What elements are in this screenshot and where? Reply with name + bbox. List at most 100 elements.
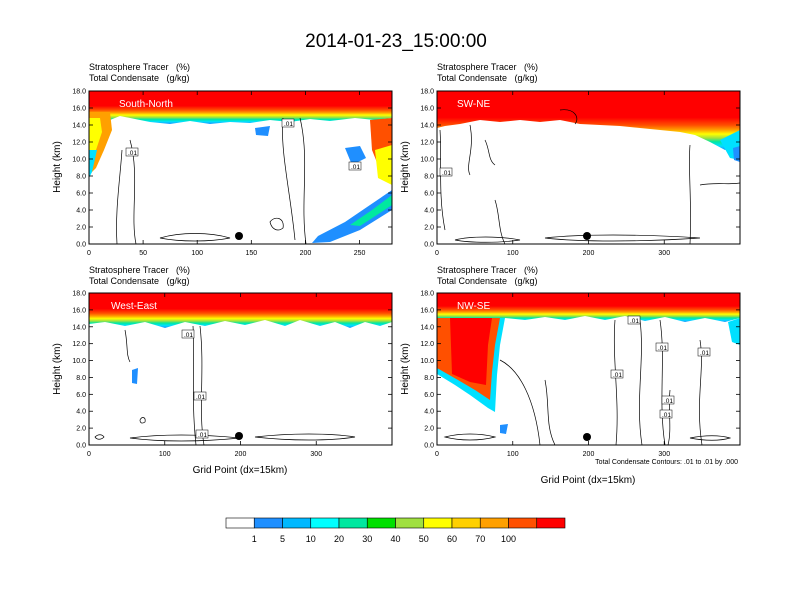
x-tick-label: 150 <box>245 250 257 257</box>
colorbar-label: 10 <box>306 534 316 544</box>
y-tick-label: 14.0 <box>420 324 434 331</box>
heatmap-nw-se <box>437 293 740 445</box>
y-tick-label: 16.0 <box>420 106 434 113</box>
colorbar-swatch <box>282 517 312 529</box>
location-marker <box>583 232 591 240</box>
panel-label-south-north: South-North <box>119 99 173 110</box>
x-tick-label: 200 <box>235 451 247 458</box>
colorbar-swatch <box>395 517 425 529</box>
contour-label-box: .01 <box>655 342 669 352</box>
heatmap-west-east <box>89 293 392 445</box>
x-tick-label: 50 <box>139 250 147 257</box>
tracer-right-cyan <box>728 318 740 345</box>
x-tick-label: 0 <box>87 451 91 458</box>
tracer-right-blue <box>733 146 740 162</box>
colorbar: 1 5 10 20 30 40 50 60 70 100 <box>225 517 566 544</box>
y-tick-label: 10.0 <box>72 157 86 164</box>
y-tick-label: 8.0 <box>76 174 86 181</box>
tracer-band <box>437 293 740 322</box>
location-marker <box>235 232 243 240</box>
panel-label-west-east: West-East <box>111 301 157 312</box>
y-tick-label: 12.0 <box>420 140 434 147</box>
contour-small <box>443 433 732 441</box>
y-tick-label: 0.0 <box>76 443 86 450</box>
colorbar-swatch <box>508 517 538 529</box>
colorbar-label: 100 <box>501 534 516 544</box>
y-tick-label: 12.0 <box>420 341 434 348</box>
contour-label: .01 <box>658 345 667 352</box>
contour-small <box>159 217 284 242</box>
panel-title-line-2: Total Condensate (g/kg) <box>437 276 538 286</box>
y-tick-label: 18.0 <box>72 291 86 298</box>
colorbar-swatch <box>310 517 340 529</box>
contour-label-box: .01 <box>348 161 362 171</box>
y-tick-label: 18.0 <box>72 89 86 96</box>
panel-title-nw-se: Stratosphere Tracer (%) Total Condensate … <box>437 265 538 287</box>
contour-label-box: .01 <box>627 315 641 325</box>
colorbar-label: 60 <box>447 534 457 544</box>
tracer-slope-band <box>312 190 392 243</box>
panel-title-line-1: Stratosphere Tracer (%) <box>89 265 191 275</box>
panel-title-line-1: Stratosphere Tracer (%) <box>437 265 539 275</box>
tracer-left-edge <box>89 150 97 178</box>
y-axis-label: Height (km) <box>400 141 411 193</box>
panel-label-sw-ne: SW-NE <box>457 99 490 110</box>
contour-label: .01 <box>630 318 639 325</box>
panel-title-line-2: Total Condensate (g/kg) <box>89 276 190 286</box>
x-tick-label: 200 <box>583 250 595 257</box>
tracer-left-lobe-inner <box>89 118 102 160</box>
y-tick-label: 6.0 <box>424 392 434 399</box>
panel-south-north: South-North .01 .01 .01 0 50 100 150 200 2500… <box>72 89 393 257</box>
tracer-blob <box>132 368 138 384</box>
x-tick-label: 0 <box>435 451 439 458</box>
axes-south-north: 0 50 100 150 200 250 0.0 2.0 4.0 6.0 8.0 10.0 12.0 14… <box>72 89 392 257</box>
location-marker <box>583 433 591 441</box>
y-axis-label: Height (km) <box>52 141 63 193</box>
y-tick-label: 2.0 <box>76 426 86 433</box>
panel-label-nw-se: NW-SE <box>457 301 490 312</box>
y-tick-label: 14.0 <box>72 123 86 130</box>
heatmap-sw-ne <box>437 91 740 244</box>
x-tick-label: 100 <box>191 250 203 257</box>
contour-label: .01 <box>442 170 451 177</box>
colorbar-swatch <box>225 517 255 529</box>
panel-title-line-1: Stratosphere Tracer (%) <box>437 62 539 72</box>
tracer-band <box>89 91 392 124</box>
contour-label: .01 <box>664 398 673 405</box>
y-tick-label: 10.0 <box>420 157 434 164</box>
y-tick-label: 16.0 <box>72 307 86 314</box>
contour-lines <box>439 109 740 244</box>
x-axis-label: Grid Point (dx=15km) <box>193 465 288 476</box>
y-tick-label: 2.0 <box>76 225 86 232</box>
tracer-slope-band-inner <box>350 195 392 226</box>
axes-nw-se: 0 100 200 300 0.0 2.0 4.0 6.0 8.0 10.0 12.0 14.0 16.… <box>420 291 740 458</box>
tracer-band <box>89 293 392 328</box>
contour-lines <box>499 319 703 445</box>
x-tick-label: 300 <box>658 451 670 458</box>
colorbar-label: 5 <box>280 534 285 544</box>
y-tick-label: 4.0 <box>76 208 86 215</box>
y-tick-label: 14.0 <box>420 123 434 130</box>
contour-label: .01 <box>284 121 293 128</box>
contour-label-box: .01 <box>661 395 675 405</box>
panel-title-sw-ne: Stratosphere Tracer (%) Total Condensate … <box>437 62 538 84</box>
y-tick-label: 12.0 <box>72 140 86 147</box>
y-tick-label: 0.0 <box>76 242 86 249</box>
contour-label-box: .01 <box>195 429 209 439</box>
tracer-blob <box>500 424 508 434</box>
contour-label-box: .01 <box>439 167 453 177</box>
colorbar-swatch <box>338 517 368 529</box>
colorbar-label: 70 <box>475 534 485 544</box>
y-tick-label: 6.0 <box>76 191 86 198</box>
contour-label: .01 <box>128 150 137 157</box>
heatmap-south-north <box>89 91 392 244</box>
contour-label-box: .01 <box>281 118 295 128</box>
contour-label: .01 <box>196 394 205 401</box>
x-tick-label: 300 <box>658 250 670 257</box>
x-tick-label: 300 <box>310 451 322 458</box>
tracer-right-lobe-inner <box>375 145 392 185</box>
tracer-small-blob <box>255 126 270 136</box>
panel-nw-se: NW-SE .01 .01 .01 .01 .01 .01 0 100 200 300… <box>420 291 741 458</box>
contour-label: .01 <box>700 350 709 357</box>
